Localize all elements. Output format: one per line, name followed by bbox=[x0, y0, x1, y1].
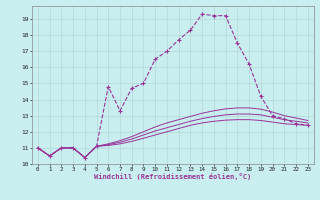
X-axis label: Windchill (Refroidissement éolien,°C): Windchill (Refroidissement éolien,°C) bbox=[94, 173, 252, 180]
